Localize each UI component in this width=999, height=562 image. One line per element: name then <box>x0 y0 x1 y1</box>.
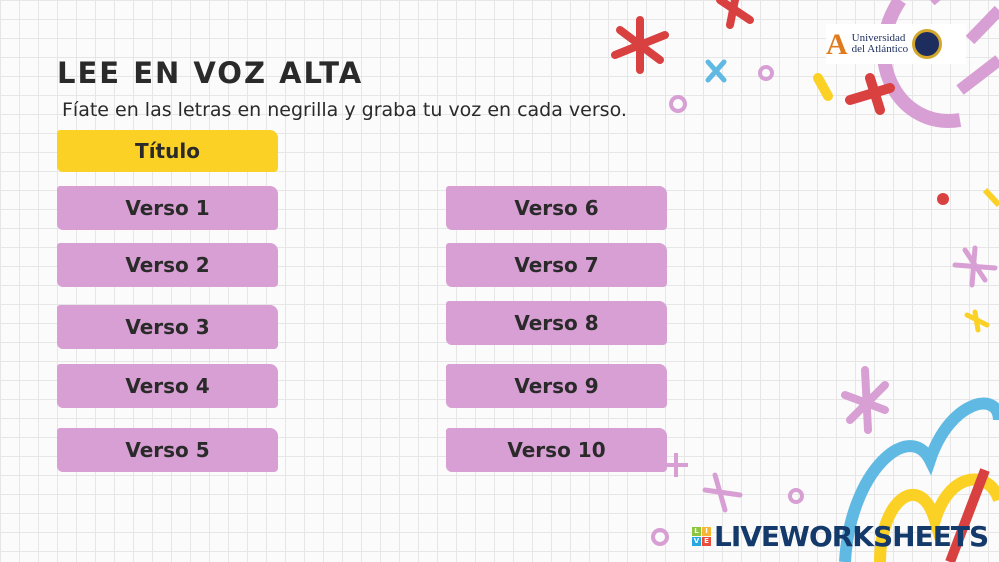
verse-3-button[interactable]: Verso 3 <box>57 305 278 349</box>
logo-line2: del Atlántico <box>851 43 909 55</box>
verse-1-button[interactable]: Verso 1 <box>57 186 278 230</box>
instruction-text: Fíate en las letras en negrilla y graba … <box>62 99 627 121</box>
liveworksheets-text: LIVEWORKSHEETS <box>714 520 989 553</box>
cube-v: V <box>692 537 701 546</box>
verse-10-button[interactable]: Verso 10 <box>446 428 667 472</box>
verse-8-button[interactable]: Verso 8 <box>446 301 667 345</box>
verse-4-button[interactable]: Verso 4 <box>57 364 278 408</box>
title-record-button[interactable]: Título <box>57 130 278 172</box>
universidad-del-atlantico-logo: A Universidad del Atlántico <box>826 24 966 64</box>
live-cube-icon: L I V E <box>692 527 711 546</box>
logo-line1: Universidad <box>851 32 906 44</box>
verse-2-button[interactable]: Verso 2 <box>57 243 278 287</box>
cube-i: I <box>702 527 711 536</box>
verse-9-button[interactable]: Verso 9 <box>446 364 667 408</box>
ua-monogram-icon: A <box>826 27 848 61</box>
page-title: LEE EN VOZ ALTA <box>57 56 364 90</box>
seal-icon <box>912 29 943 59</box>
verse-6-button[interactable]: Verso 6 <box>446 186 667 230</box>
liveworksheets-logo: L I V E LIVEWORKSHEETS <box>692 520 989 553</box>
cube-e: E <box>702 537 711 546</box>
cube-l: L <box>692 527 701 536</box>
verse-5-button[interactable]: Verso 5 <box>57 428 278 472</box>
verse-7-button[interactable]: Verso 7 <box>446 243 667 287</box>
